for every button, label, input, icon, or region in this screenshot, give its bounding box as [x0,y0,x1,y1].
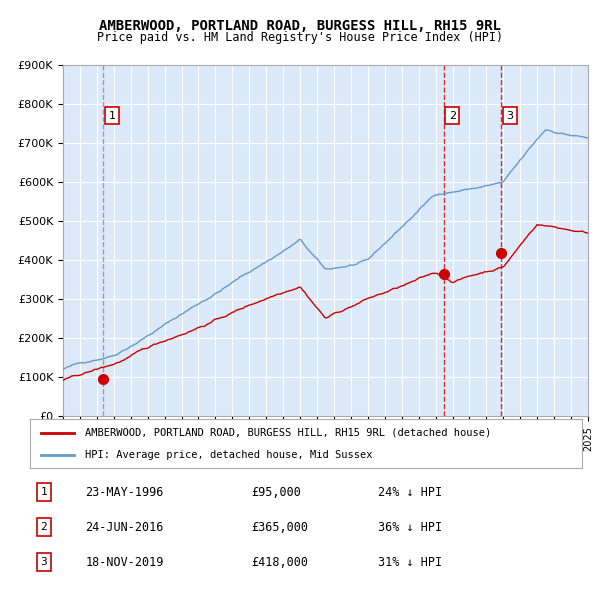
Text: £418,000: £418,000 [251,556,308,569]
Text: 31% ↓ HPI: 31% ↓ HPI [378,556,442,569]
Text: 1: 1 [40,487,47,497]
Text: 3: 3 [40,557,47,567]
Text: £95,000: £95,000 [251,486,301,499]
Text: 2: 2 [40,522,47,532]
Text: £365,000: £365,000 [251,520,308,533]
Text: HPI: Average price, detached house, Mid Sussex: HPI: Average price, detached house, Mid … [85,450,373,460]
Text: 24% ↓ HPI: 24% ↓ HPI [378,486,442,499]
Text: AMBERWOOD, PORTLAND ROAD, BURGESS HILL, RH15 9RL: AMBERWOOD, PORTLAND ROAD, BURGESS HILL, … [99,19,501,34]
Text: 23-MAY-1996: 23-MAY-1996 [85,486,164,499]
Text: AMBERWOOD, PORTLAND ROAD, BURGESS HILL, RH15 9RL (detached house): AMBERWOOD, PORTLAND ROAD, BURGESS HILL, … [85,428,491,438]
Text: 2: 2 [449,111,456,121]
Text: 24-JUN-2016: 24-JUN-2016 [85,520,164,533]
Text: Price paid vs. HM Land Registry's House Price Index (HPI): Price paid vs. HM Land Registry's House … [97,31,503,44]
Text: 36% ↓ HPI: 36% ↓ HPI [378,520,442,533]
Text: 18-NOV-2019: 18-NOV-2019 [85,556,164,569]
Text: 1: 1 [109,111,115,121]
Text: 3: 3 [506,111,514,121]
